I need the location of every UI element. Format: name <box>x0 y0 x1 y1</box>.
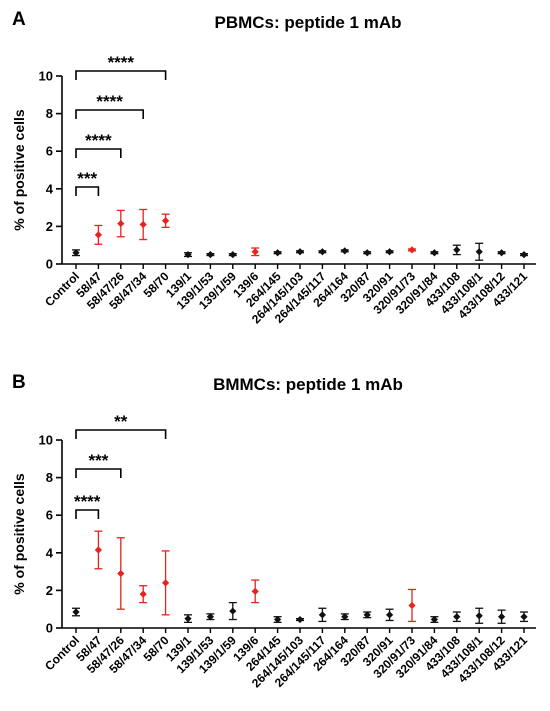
chart-title: BMMCs: peptide 1 mAb <box>213 375 403 394</box>
data-point <box>184 251 192 259</box>
data-point <box>184 615 192 623</box>
data-point <box>251 248 259 256</box>
data-point <box>318 611 326 619</box>
data-point <box>296 615 304 624</box>
data-point <box>274 249 282 257</box>
y-tick-label: 2 <box>46 219 53 234</box>
data-point <box>94 546 102 554</box>
data-point <box>206 613 214 621</box>
significance-bracket <box>75 509 100 519</box>
data-point <box>408 601 416 610</box>
data-point <box>363 249 371 257</box>
significance-stars: **** <box>85 131 112 150</box>
data-point <box>430 615 438 624</box>
data-point <box>162 579 170 587</box>
panel-label: B <box>12 372 26 393</box>
data-point <box>341 247 349 255</box>
significance-stars: **** <box>108 53 135 72</box>
y-tick-label: 8 <box>46 106 53 121</box>
data-point <box>139 220 147 229</box>
data-point <box>386 611 394 619</box>
data-point <box>475 248 483 256</box>
significance-stars: **** <box>96 92 123 111</box>
data-point <box>139 590 147 598</box>
y-tick-label: 6 <box>46 508 53 523</box>
data-point <box>296 248 304 256</box>
y-tick-label: 0 <box>46 621 53 636</box>
significance-stars: *** <box>77 169 97 188</box>
data-point <box>162 217 170 225</box>
data-point <box>475 612 483 620</box>
data-point <box>206 251 214 259</box>
y-tick-label: 10 <box>39 69 53 84</box>
data-point <box>117 219 125 228</box>
data-point <box>453 613 461 621</box>
significance-stars: **** <box>74 492 101 511</box>
significance-bracket <box>75 148 122 158</box>
y-tick-label: 8 <box>46 470 53 485</box>
significance-stars: *** <box>88 451 108 470</box>
y-tick-label: 0 <box>46 257 53 272</box>
significance-bracket <box>75 70 167 80</box>
y-axis-label: % of positive cells <box>11 109 27 231</box>
data-point <box>318 248 326 256</box>
chart-panel-b: B BMMCs: peptide 1 mAb % of positive cells… <box>11 372 536 690</box>
data-point <box>498 249 506 257</box>
y-tick-label: 10 <box>39 433 53 448</box>
significance-bracket <box>75 468 122 478</box>
y-tick-label: 6 <box>46 144 53 159</box>
panel-label: A <box>12 9 26 30</box>
chart-panel-a: A PBMCs: peptide 1 mAb % of positive cells… <box>11 9 536 326</box>
y-tick-label: 4 <box>46 545 54 560</box>
chart-title: PBMCs: peptide 1 mAb <box>214 13 401 32</box>
data-point <box>498 613 506 621</box>
data-point <box>520 251 528 259</box>
significance-bracket <box>75 429 167 439</box>
y-axis-label: % of positive cells <box>11 473 27 595</box>
data-point <box>274 615 282 624</box>
data-point <box>229 607 237 615</box>
data-point <box>117 569 125 578</box>
data-point <box>72 249 80 257</box>
significance-bracket <box>75 109 144 119</box>
data-point <box>430 249 438 257</box>
data-point <box>251 587 259 595</box>
significance-bracket <box>75 186 100 196</box>
y-tick-label: 4 <box>46 181 54 196</box>
significance-stars: ** <box>114 412 128 431</box>
data-point <box>341 613 349 621</box>
data-point <box>453 246 461 254</box>
data-point <box>229 251 237 259</box>
data-point <box>72 608 80 616</box>
y-tick-label: 2 <box>46 583 53 598</box>
data-point <box>520 613 528 621</box>
data-point <box>386 248 394 256</box>
data-point <box>363 611 371 619</box>
data-point <box>94 231 102 239</box>
data-point <box>408 246 416 254</box>
